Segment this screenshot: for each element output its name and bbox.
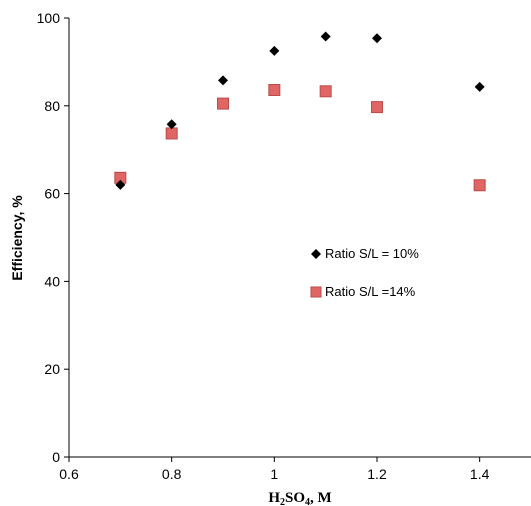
legend-label-series-1: Ratio S/L = 10% [325,246,419,261]
x-tick-label: 0.6 [59,466,79,482]
data-point-square [473,179,486,192]
y-tick-label: 40 [44,273,60,289]
data-point-square [371,101,383,114]
data-point-diamond [218,75,228,86]
y-tick-label: 80 [44,98,60,114]
x-axis-title: H2SO4, M [268,490,331,506]
data-point-square [268,83,281,96]
legend-label-series-2: Ratio S/L =14% [325,284,416,299]
data-point-diamond [115,179,126,190]
y-tick-label: 60 [44,186,60,202]
x-tick-label: 1.2 [367,466,387,482]
data-point-square [165,127,178,140]
data-point-square [217,97,229,110]
data-point-diamond [372,33,382,44]
legend-marker-diamond [311,249,321,259]
x-axis-ticks: 0.6 0.8 1 1.2 1.4 [59,457,490,482]
y-tick-label: 0 [52,449,60,465]
plot-marks [114,31,486,192]
data-point-diamond [269,45,280,56]
y-tick-label: 100 [37,10,61,26]
data-point-diamond [166,119,177,130]
data-point-square [319,85,332,98]
legend: Ratio S/L = 10% Ratio S/L =14% [310,246,419,299]
x-tick-label: 1.4 [470,466,490,482]
x-tick-label: 1 [270,466,278,482]
y-axis-ticks: 0 20 40 60 80 100 [37,10,69,465]
x-tick-label: 0.8 [162,466,182,482]
y-axis-title: Efficiency, % [9,195,25,281]
data-point-diamond [474,81,485,92]
data-point-diamond [320,31,331,42]
y-tick-label: 20 [44,361,60,377]
legend-marker-square [310,286,322,298]
